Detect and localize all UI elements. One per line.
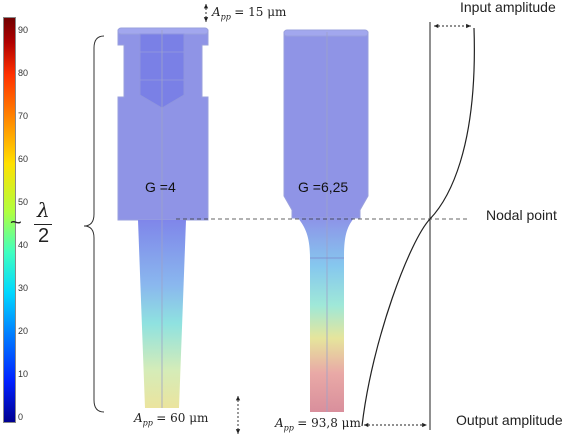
amp-value: = 15 μm	[234, 5, 287, 19]
colorbar-tick: 50	[18, 197, 29, 207]
input-amplitude-label: Input amplitude	[460, 0, 556, 15]
right-horn-upper-body	[283, 31, 369, 219]
fraction-bar	[34, 224, 52, 225]
amp-value: = 60 μm	[156, 411, 209, 425]
amp-value: = 93,8 μm	[297, 416, 361, 430]
lambda-symbol: λ	[37, 198, 50, 222]
colorbar-tick: 90	[18, 25, 29, 35]
left-horn-gain: G =4	[145, 179, 176, 195]
amp-symbol: A	[275, 416, 284, 430]
colorbar-tick: 30	[18, 283, 29, 293]
nodal-point-label: Nodal point	[486, 207, 557, 223]
half-wavelength-brace	[83, 35, 105, 413]
amp-symbol: A	[134, 411, 143, 425]
colorbar	[3, 17, 16, 423]
amp-subscript: pp	[142, 418, 153, 428]
colorbar-tick: 80	[18, 68, 29, 78]
two-denominator: 2	[38, 225, 50, 247]
colorbar-tick: 0	[18, 412, 24, 422]
left-horn-top-cap	[117, 27, 209, 35]
right-horn-gain: G =6,25	[298, 179, 349, 195]
left-input-amplitude: App = 15 μm	[212, 5, 286, 21]
colorbar-tick: 60	[18, 154, 29, 164]
left-output-amplitude: App = 60 μm	[134, 411, 208, 427]
right-horn-top-cap	[283, 29, 369, 37]
amplitude-curve	[361, 27, 475, 427]
colorbar-tick: 40	[18, 240, 29, 250]
amp-symbol: A	[212, 5, 221, 19]
amp-subscript: pp	[220, 12, 231, 22]
colorbar-tick: 10	[18, 369, 29, 379]
right-horn-lower-rod	[298, 218, 354, 412]
output-amplitude-label: Output amplitude	[456, 412, 563, 428]
colorbar-tick: 70	[18, 111, 29, 121]
amp-subscript: pp	[283, 423, 294, 433]
tilde-symbol: ~	[10, 212, 22, 234]
colorbar-tick: 20	[18, 326, 29, 336]
right-output-amplitude: App = 93,8 μm	[275, 416, 361, 432]
